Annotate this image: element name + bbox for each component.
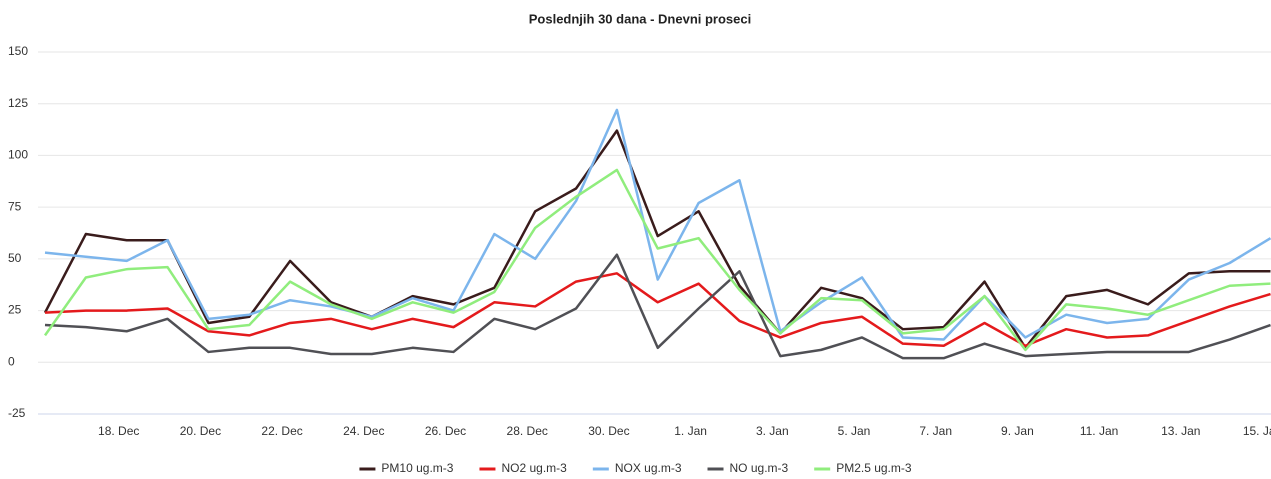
x-tick-label: 24. Dec [343,424,384,438]
series-line [44,272,1271,347]
chart-title: Poslednjih 30 dana - Dnevni proseci [529,11,752,26]
legend-item: NO ug.m-3 [707,461,789,475]
y-tick-label: 150 [8,44,28,58]
legend-item: PM2.5 ug.m-3 [814,461,912,475]
y-tick-label: 0 [8,354,15,368]
series-line [44,108,1271,341]
x-tick-label: 26. Dec [425,424,466,438]
legend-label: PM10 ug.m-3 [381,461,453,475]
legend: PM10 ug.m-3 NO2 ug.m-3 NOX ug.m-3 NO ug.m-3… [359,461,912,475]
x-tick-label: 11. Jan [1080,424,1118,438]
x-tick-label: 30. Dec [588,424,629,438]
x-tick-label: 18. Dec [98,424,139,438]
series-line [43,168,1271,352]
series-line [44,253,1271,360]
x-tick-label: 20. Dec [180,424,221,438]
legend-label: PM2.5 ug.m-3 [836,461,912,475]
legend-label: NOX ug.m-3 [615,461,682,475]
legend-label: NO2 ug.m-3 [501,461,567,475]
legend-item: PM10 ug.m-3 [359,461,454,475]
y-tick-label: -25 [8,406,26,420]
legend-item: NOX ug.m-3 [592,461,682,475]
x-tick-label: 28. Dec [507,424,548,438]
x-tick-label: 3. Jan [756,424,789,438]
x-tick-label: 9. Jan [1001,424,1034,438]
y-tick-label: 125 [8,96,28,110]
y-tick-label: 50 [8,251,22,265]
y-tick-label: 25 [8,303,22,317]
x-tick-label: 13. Jan [1161,424,1200,438]
x-tick-label: 22. Dec [261,424,302,438]
series-line [43,129,1271,350]
legend-item: NO2 ug.m-3 [479,461,567,475]
x-tick-label: 1. Jan [674,424,707,438]
x-tick-label: 15. Jan [1243,424,1271,438]
y-tick-label: 75 [8,199,22,213]
x-tick-label: 5. Jan [838,424,871,438]
x-tick-label: 7. Jan [919,424,952,438]
legend-label: NO ug.m-3 [730,461,789,475]
y-tick-label: 100 [8,148,28,162]
